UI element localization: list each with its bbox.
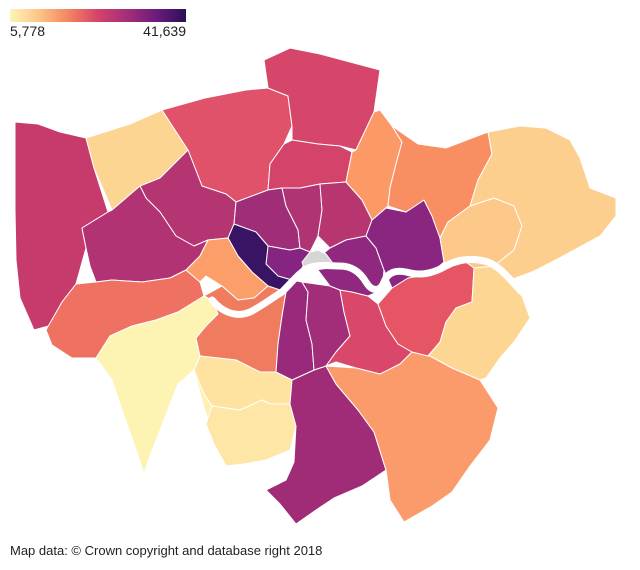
legend-gradient-bar: [10, 9, 186, 22]
borough-hillingdon: [14, 121, 109, 331]
legend-min-label: 5,778: [10, 23, 46, 39]
legend-max-label: 41,639: [143, 23, 186, 39]
boroughs-layer: [14, 47, 617, 525]
river-thames: [208, 255, 540, 318]
map-credit: Map data: © Crown copyright and database…: [10, 543, 323, 558]
borough-havering: [469, 125, 617, 281]
borough-bromley: [325, 351, 499, 523]
borough-sutton: [205, 399, 297, 467]
legend: 5,778 41,639: [10, 9, 186, 39]
borough-islington: [281, 183, 323, 253]
legend-labels: 5,778 41,639: [10, 23, 186, 39]
